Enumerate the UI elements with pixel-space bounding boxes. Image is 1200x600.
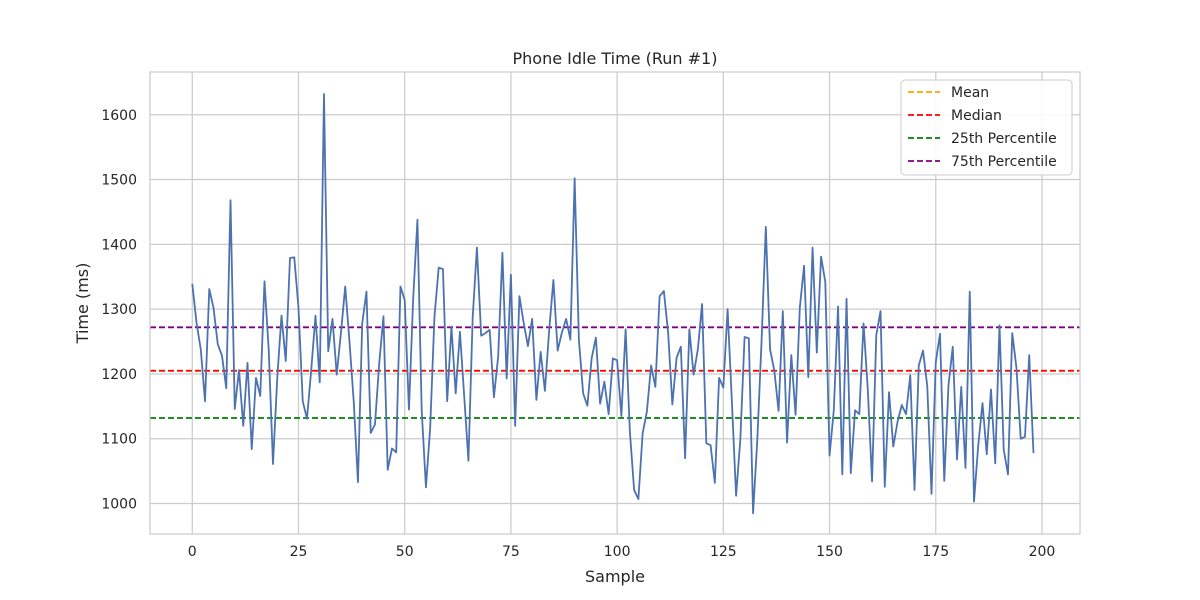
legend-label: Mean [951, 85, 989, 101]
x-tick-label: 0 [188, 544, 197, 560]
y-tick-label: 1000 [101, 497, 137, 513]
y-tick-label: 1300 [101, 302, 137, 318]
x-tick-label: 75 [502, 544, 520, 560]
y-tick-label: 1600 [101, 108, 137, 124]
series-line [191, 93, 1035, 515]
y-tick-labels: 1000 1100 1200 1300 1400 1500 1600 [101, 108, 137, 513]
plot-frame [149, 71, 1081, 535]
y-tick-label: 1200 [101, 367, 137, 383]
chart-title: Phone Idle Time (Run #1) [513, 49, 718, 68]
y-tick-label: 1400 [101, 237, 137, 253]
x-tick-label: 50 [396, 544, 414, 560]
x-tick-label: 25 [290, 544, 308, 560]
y-tick-label: 1500 [101, 173, 137, 189]
x-tick-labels: 0 25 50 75 100 125 150 175 200 [188, 544, 1056, 560]
series-group [191, 93, 1035, 515]
x-axis-label: Sample [585, 567, 645, 586]
x-tick-label: 200 [1029, 544, 1056, 560]
x-tick-label: 125 [710, 544, 737, 560]
legend-box [900, 79, 1073, 176]
x-tick-label: 100 [604, 544, 631, 560]
legend-label: 75th Percentile [951, 154, 1057, 170]
x-tick-label: 150 [816, 544, 843, 560]
y-tick-label: 1100 [101, 432, 137, 448]
y-axis-label: Time (ms) [73, 263, 92, 345]
legend-label: 25th Percentile [951, 131, 1057, 147]
legend: Mean Median 25th Percentile 75th Percentile [900, 79, 1073, 176]
x-tick-label: 175 [922, 544, 949, 560]
legend-label: Median [951, 108, 1002, 124]
